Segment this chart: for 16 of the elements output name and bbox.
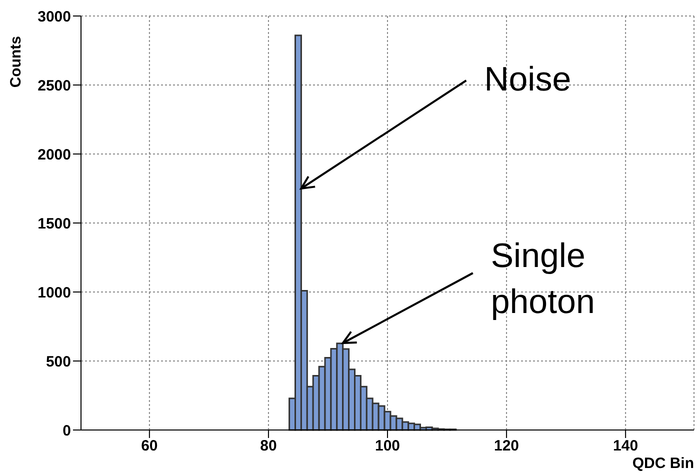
y-tick-label: 1500	[38, 215, 71, 232]
y-tick-label: 0	[62, 422, 71, 440]
x-tick-label: 120	[494, 438, 520, 455]
y-tick-label: 3000	[38, 8, 71, 26]
annotation: Noise	[484, 60, 572, 98]
y-tick-label: 2000	[38, 146, 71, 164]
x-tick-label: 60	[141, 438, 158, 455]
y-tick-label: 500	[46, 353, 71, 370]
x-tick-label: 140	[613, 438, 638, 455]
x-tick-label: 80	[260, 438, 277, 455]
y-tick-label: 1000	[38, 284, 71, 302]
y-tick-label: 2500	[38, 77, 71, 94]
y-axis-title: Counts	[8, 36, 25, 88]
x-axis-title: QDC Bin	[632, 455, 694, 472]
x-tick-label: 100	[374, 438, 400, 455]
annotation: Single photon	[490, 237, 595, 322]
